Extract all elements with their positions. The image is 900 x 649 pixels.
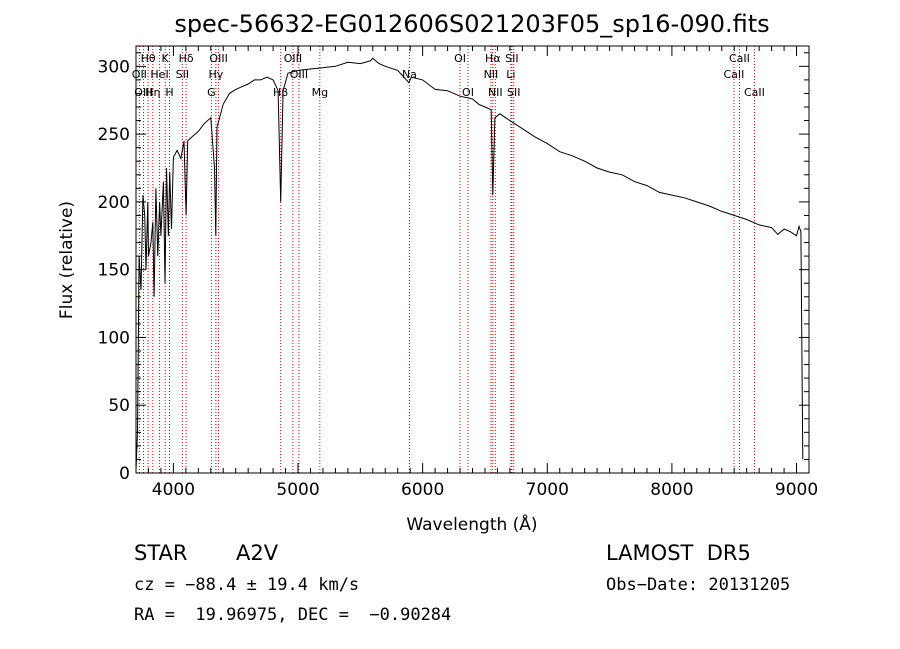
y-tick-label: 0: [119, 464, 130, 484]
plot-frame: [135, 45, 810, 474]
line-marker-label: Mg: [312, 86, 328, 99]
y-tick-label: 150: [98, 261, 130, 281]
line-marker-label: SII: [507, 86, 520, 99]
line-marker-label: OII: [132, 68, 147, 81]
line-marker-label: SII: [176, 68, 189, 81]
line-marker-label: Hδ: [179, 52, 194, 65]
x-axis: 4000 5000 6000 7000 8000 9000: [135, 46, 818, 500]
observation-date: Obs−Date: 20131205: [606, 575, 791, 595]
line-marker-label: K: [162, 52, 170, 65]
line-marker-label: Hα: [485, 52, 501, 65]
object-class: STAR: [134, 541, 188, 565]
y-tick-label: 250: [98, 125, 130, 145]
line-marker-label: Hη: [145, 86, 160, 99]
line-marker-label: OIII: [209, 52, 227, 65]
line-markers: [138, 46, 755, 473]
y-tick-label: 300: [98, 57, 130, 77]
line-marker-label: SII: [505, 52, 518, 65]
x-tick-label: 4000: [152, 480, 195, 500]
y-axis-label: Flux (relative): [57, 201, 77, 319]
object-subclass: A2V: [236, 541, 279, 565]
line-marker-label: OIII: [134, 86, 152, 99]
spectrum-line: [135, 57, 804, 471]
line-marker-label: NII: [484, 68, 499, 81]
y-tick-label: 50: [108, 396, 130, 416]
y-tick-label: 200: [98, 193, 130, 213]
line-marker-label: Hβ: [273, 86, 288, 99]
line-marker-label: OIII: [284, 52, 302, 65]
line-marker-label: OI: [454, 52, 466, 65]
x-tick-label: 5000: [276, 480, 319, 500]
x-axis-label: Wavelength (Å): [406, 513, 537, 535]
line-marker-label: Na: [402, 68, 417, 81]
line-marker-label: OI: [462, 86, 474, 99]
line-marker-label: H: [165, 86, 173, 99]
chart-title: spec-56632-EG012606S021203F05_sp16-090.f…: [174, 10, 769, 38]
line-marker-label: Hθ: [141, 52, 156, 65]
x-tick-label: 7000: [526, 480, 569, 500]
line-marker-label: CaII: [724, 68, 745, 81]
line-marker-label: G: [207, 86, 216, 99]
line-marker-label: HeI: [150, 68, 168, 81]
x-tick-label: 8000: [650, 480, 693, 500]
line-marker-label: Hγ: [208, 68, 223, 81]
x-tick-label: 6000: [401, 480, 444, 500]
redshift-cz: cz = −88.4 ± 19.4 km/s: [134, 575, 360, 595]
line-marker-label: NII: [488, 86, 503, 99]
y-axis: 0 50 100 150 200 250 300: [98, 52, 809, 484]
line-marker-label: CaII: [729, 52, 750, 65]
line-marker-label: CaII: [744, 86, 765, 99]
y-tick-label: 100: [98, 328, 130, 348]
x-tick-label: 9000: [775, 480, 818, 500]
survey-name: LAMOST DR5: [606, 541, 751, 565]
coordinates: RA = 19.96975, DEC = −0.90284: [134, 605, 452, 625]
line-marker-label: Li: [506, 68, 515, 81]
